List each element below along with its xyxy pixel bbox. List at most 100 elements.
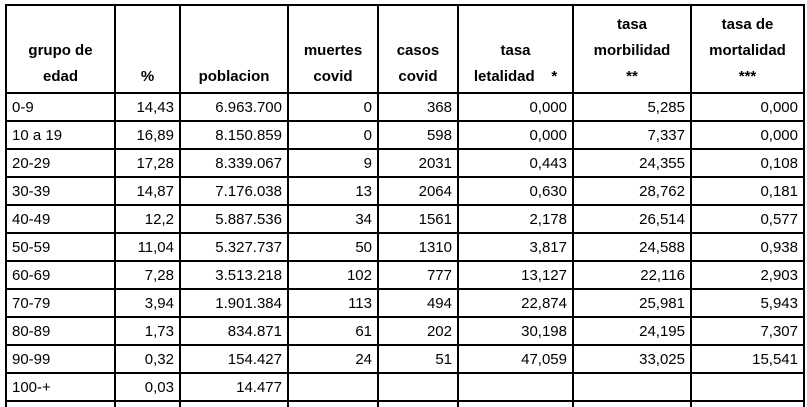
value-cell: 28,762	[572, 176, 692, 206]
column-header: muertes covid	[287, 4, 379, 94]
value-cell: 7,28	[114, 260, 181, 290]
value-cell: 8.150.859	[179, 120, 289, 150]
value-cell: 3,817	[457, 232, 574, 262]
value-cell: 406	[287, 400, 379, 407]
value-cell: 15,541	[690, 344, 805, 374]
value-cell: 494	[377, 288, 459, 318]
value-cell: 102	[287, 260, 379, 290]
value-cell: 7,337	[572, 120, 692, 150]
value-cell: 13,127	[457, 260, 574, 290]
value-cell	[377, 372, 459, 402]
value-cell: 14.477	[179, 372, 289, 402]
value-cell: 2064	[377, 176, 459, 206]
value-cell: 22,116	[572, 260, 692, 290]
value-cell: 1,73	[114, 316, 181, 346]
value-cell: 5.887.536	[179, 204, 289, 234]
value-cell: 16,89	[114, 120, 181, 150]
table-row: 50-59 11,04 5.327.737 50 1310 3,817 24,588 0,93…	[5, 232, 805, 262]
column-header: tasa morbilidad **	[572, 4, 692, 94]
value-cell: 3,94	[114, 288, 181, 318]
age-group-cell: 20-29	[5, 148, 116, 178]
age-group-cell: 0-9	[5, 92, 116, 122]
value-cell	[572, 372, 692, 402]
value-cell: 2,903	[690, 260, 805, 290]
age-group-cell: 10 a 19	[5, 120, 116, 150]
age-group-cell: 80-89	[5, 316, 116, 346]
value-cell: 26,514	[572, 204, 692, 234]
value-cell: 5.327.737	[179, 232, 289, 262]
value-cell: 9	[287, 148, 379, 178]
value-cell: 0,108	[690, 148, 805, 178]
value-cell: 0,000	[457, 92, 574, 122]
value-cell	[457, 372, 574, 402]
table-row: 70-79 3,94 1.901.384 113 494 22,874 25,981 5,94…	[5, 288, 805, 318]
value-cell	[690, 372, 805, 402]
value-cell: 0,03	[114, 372, 181, 402]
value-cell: 368	[377, 92, 459, 122]
value-cell: 0,000	[690, 120, 805, 150]
value-cell: 30,198	[457, 316, 574, 346]
value-cell: 14,87	[114, 176, 181, 206]
value-cell: 2031	[377, 148, 459, 178]
value-cell: 0,630	[457, 176, 574, 206]
table-row: 80-89 1,73 834.871 61 202 30,198 24,195 7,307	[5, 316, 805, 346]
age-group-cell: 60-69	[5, 260, 116, 290]
value-cell: 24,195	[572, 316, 692, 346]
column-header: tasa letalidad *	[457, 4, 574, 94]
table-row: 60-69 7,28 3.513.218 102 777 13,127 22,116 2,90…	[5, 260, 805, 290]
table-row: TOTAL100,0148.263.31440694564,29419,5930…	[5, 400, 805, 407]
table-header: grupo de edad% poblacion muertes covid caso…	[5, 4, 805, 94]
table-row: 30-39 14,87 7.176.038 13 2064 0,630 28,762 0,18…	[5, 176, 805, 206]
value-cell: 5,943	[690, 288, 805, 318]
value-cell: 2,178	[457, 204, 574, 234]
value-cell: 19,593	[572, 400, 692, 407]
value-cell: 598	[377, 120, 459, 150]
value-cell: 25,981	[572, 288, 692, 318]
value-cell: 0,181	[690, 176, 805, 206]
value-cell: 1310	[377, 232, 459, 262]
value-cell: 14,43	[114, 92, 181, 122]
age-group-cell: 40-49	[5, 204, 116, 234]
table-row: 40-49 12,2 5.887.536 34 1561 2,178 26,514 0,577	[5, 204, 805, 234]
column-header: %	[114, 4, 181, 94]
table-row: 10 a 19 16,89 8.150.859 0 598 0,000 7,337 0,000	[5, 120, 805, 150]
value-cell: 9456	[377, 400, 459, 407]
value-cell: 113	[287, 288, 379, 318]
value-cell: 202	[377, 316, 459, 346]
value-cell: 51	[377, 344, 459, 374]
value-cell: 12,2	[114, 204, 181, 234]
value-cell: 6.963.700	[179, 92, 289, 122]
age-group-cell: 30-39	[5, 176, 116, 206]
value-cell: 834.871	[179, 316, 289, 346]
value-cell: 48.263.314	[179, 400, 289, 407]
value-cell: 50	[287, 232, 379, 262]
value-cell: 24,588	[572, 232, 692, 262]
value-cell: 154.427	[179, 344, 289, 374]
age-group-cell: 50-59	[5, 232, 116, 262]
value-cell: 24	[287, 344, 379, 374]
value-cell	[287, 372, 379, 402]
column-header: casos covid	[377, 4, 459, 94]
value-cell: 100,01	[114, 400, 181, 407]
table-header-row: grupo de edad% poblacion muertes covid caso…	[5, 4, 805, 94]
value-cell: 3.513.218	[179, 260, 289, 290]
age-group-cell: 100-+	[5, 372, 116, 402]
value-cell: 33,025	[572, 344, 692, 374]
value-cell: 1.901.384	[179, 288, 289, 318]
value-cell: 17,28	[114, 148, 181, 178]
value-cell: 47,059	[457, 344, 574, 374]
value-cell: 34	[287, 204, 379, 234]
value-cell: 0,577	[690, 204, 805, 234]
table-row: 90-99 0,32 154.427 24 51 47,059 33,025 15,541	[5, 344, 805, 374]
value-cell: 4,294	[457, 400, 574, 407]
table-row: 100-+ 0,03 14.477	[5, 372, 805, 402]
value-cell: 0,443	[457, 148, 574, 178]
table-row: 20-29 17,28 8.339.067 9 2031 0,443 24,355 0,108	[5, 148, 805, 178]
value-cell: 8.339.067	[179, 148, 289, 178]
value-cell: 24,355	[572, 148, 692, 178]
table-body: 0-9 14,43 6.963.700 0 368 0,000 5,285 0,000 10 a…	[5, 92, 805, 407]
value-cell: 5,285	[572, 92, 692, 122]
table-row: 0-9 14,43 6.963.700 0 368 0,000 5,285 0,000	[5, 92, 805, 122]
value-cell: 0,841	[690, 400, 805, 407]
